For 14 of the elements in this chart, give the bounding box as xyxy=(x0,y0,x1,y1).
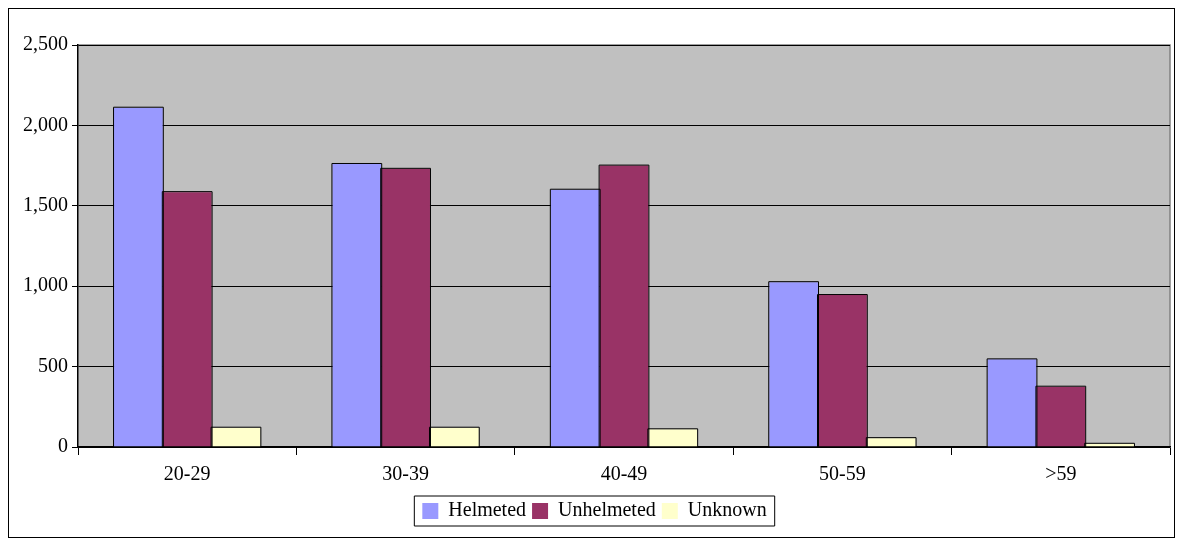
y-tick-label: 1,500 xyxy=(23,193,68,216)
y-tick-label: 2,500 xyxy=(23,32,68,55)
legend-label: Unknown xyxy=(687,498,767,521)
y-tick-label: 2,000 xyxy=(23,112,68,135)
y-tick-label: 0 xyxy=(58,434,68,457)
x-tick-label: 30-39 xyxy=(382,462,429,485)
x-tick-label: 50-59 xyxy=(819,462,866,485)
legend-label: Unhelmeted xyxy=(558,498,656,521)
x-tick-label: 20-29 xyxy=(163,462,211,485)
legend-label: Helmeted xyxy=(448,498,527,521)
y-tick-label: 1,000 xyxy=(23,273,68,296)
y-tick-label: 500 xyxy=(38,353,68,376)
x-tick-label: >59 xyxy=(1045,462,1077,485)
x-tick-label: 40-49 xyxy=(600,462,648,485)
